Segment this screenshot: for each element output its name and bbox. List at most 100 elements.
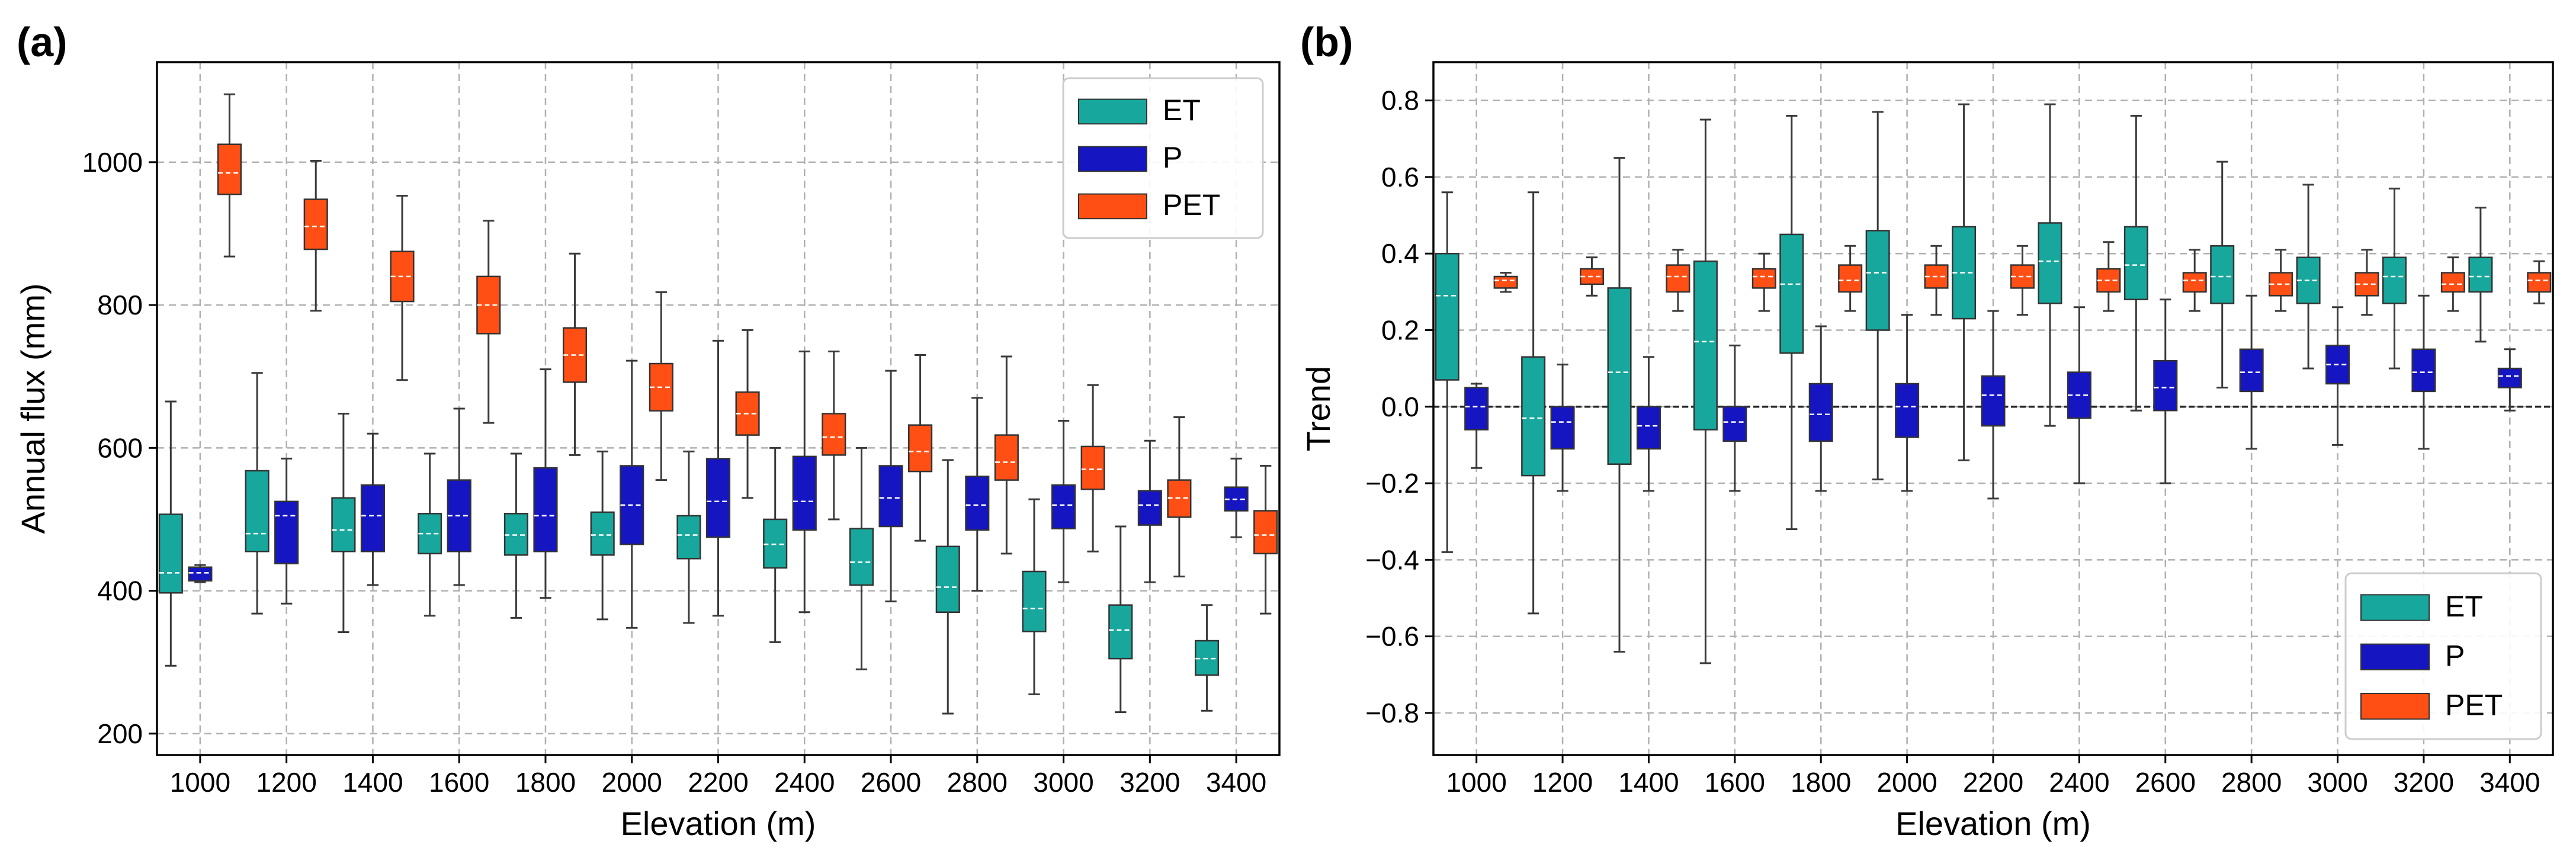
y-tick-label: 400 — [97, 576, 143, 606]
box-pet-3200 — [1167, 416, 1192, 577]
box-iqr — [908, 424, 933, 473]
box-iqr — [1137, 490, 1162, 526]
box-iqr — [1865, 230, 1890, 331]
series-pet — [1493, 241, 2552, 316]
x-tick-label: 1400 — [1618, 767, 1679, 798]
legend: ET P PET — [1062, 77, 1264, 239]
y-tick-label: 0.8 — [1381, 85, 1419, 116]
box-et-2400 — [763, 447, 788, 643]
box-pet-3400 — [1253, 464, 1278, 615]
legend-swatch-et — [2360, 594, 2430, 621]
box-et-3400 — [2468, 207, 2493, 343]
box-p-2600 — [878, 370, 903, 603]
x-tick-label: 3000 — [2307, 767, 2368, 798]
x-tick-label: 3400 — [1206, 767, 1266, 798]
x-tick-label: 3400 — [2479, 767, 2540, 798]
box-p-1800 — [1808, 325, 1833, 492]
box-iqr — [965, 476, 990, 531]
box-iqr — [676, 515, 701, 560]
box-iqr — [994, 434, 1019, 481]
box-iqr — [878, 465, 903, 528]
box-iqr — [2411, 348, 2436, 393]
box-p-1800 — [533, 368, 558, 599]
box-iqr — [2468, 256, 2493, 293]
box-iqr — [2123, 226, 2148, 301]
legend-swatch-p — [2360, 643, 2430, 670]
y-tick-label: −0.8 — [1365, 698, 1419, 728]
box-pet-2000 — [649, 291, 673, 481]
box-p-2200 — [1981, 310, 2006, 500]
box-iqr — [1521, 356, 1546, 477]
box-p-2800 — [965, 397, 990, 592]
box-et-1200 — [245, 372, 270, 615]
box-et-1600 — [1693, 118, 1718, 664]
box-iqr — [2440, 272, 2465, 293]
legend-label-et: ET — [2445, 590, 2483, 623]
box-p-2400 — [2067, 306, 2091, 484]
box-iqr — [1550, 406, 1575, 450]
legend-label-p: P — [2445, 639, 2465, 672]
box-et-2200 — [1952, 103, 1977, 461]
box-p-2200 — [705, 339, 731, 617]
y-axis-title: Trend — [1300, 366, 1337, 451]
box-iqr — [2527, 272, 2552, 293]
box-et-1000 — [1435, 191, 1459, 553]
box-p-3200 — [2411, 294, 2436, 450]
y-tick-label: 0.2 — [1381, 314, 1419, 345]
x-tick-label: 2800 — [947, 767, 1008, 798]
box-iqr — [1981, 375, 2006, 427]
box-pet-2400 — [2096, 241, 2121, 312]
box-pet-3000 — [1080, 384, 1105, 553]
box-p-1000 — [188, 564, 213, 583]
box-p-3200 — [1137, 439, 1162, 583]
x-tick-label: 1800 — [1791, 767, 1851, 798]
box-et-3400 — [1194, 604, 1220, 712]
box-iqr — [1895, 383, 1920, 438]
series-et — [158, 372, 1220, 715]
box-et-2400 — [2038, 103, 2062, 427]
series-p — [1464, 294, 2522, 500]
box-pet-1200 — [1579, 256, 1605, 297]
box-iqr — [158, 513, 183, 594]
x-tick-label: 1600 — [1705, 767, 1765, 798]
x-tick-label: 2400 — [2049, 767, 2109, 798]
box-iqr — [1838, 264, 1863, 293]
y-tick-label: 0.6 — [1381, 162, 1419, 192]
box-pet-1000 — [1493, 272, 1518, 293]
x-tick-label: 3200 — [1119, 767, 1180, 798]
legend-swatch-pet — [2360, 693, 2430, 720]
box-iqr — [849, 528, 874, 586]
box-iqr — [2382, 256, 2407, 304]
box-pet-2400 — [822, 351, 846, 521]
box-iqr — [1636, 406, 1661, 450]
box-pet-2800 — [994, 355, 1019, 555]
box-iqr — [705, 458, 731, 538]
x-tick-label: 1000 — [170, 767, 230, 798]
legend-swatch-pet — [1078, 193, 1147, 220]
y-tick-label: 0.0 — [1381, 391, 1419, 422]
box-p-1200 — [274, 457, 299, 605]
box-pet-2000 — [1924, 245, 1949, 316]
y-tick-label: −0.4 — [1365, 544, 1419, 575]
x-tick-label: 2400 — [774, 767, 835, 798]
x-tick-label: 2000 — [1876, 767, 1937, 798]
legend-label-et: ET — [1163, 94, 1201, 127]
box-iqr — [533, 467, 558, 553]
box-iqr — [2210, 245, 2235, 304]
box-iqr — [1080, 445, 1105, 490]
box-et-2000 — [1865, 111, 1890, 481]
box-p-2400 — [792, 351, 817, 614]
box-pet-1400 — [390, 195, 415, 381]
box-iqr — [1808, 383, 1833, 442]
box-iqr — [1722, 406, 1747, 442]
box-p-1600 — [1722, 344, 1747, 492]
box-iqr — [2153, 359, 2178, 412]
y-tick-label: −0.6 — [1365, 621, 1419, 652]
box-p-2800 — [2239, 294, 2264, 450]
box-et-1400 — [331, 412, 356, 634]
series-et — [1435, 103, 2493, 664]
box-iqr — [1666, 264, 1690, 293]
box-iqr — [360, 484, 385, 553]
x-tick-label: 2200 — [688, 767, 748, 798]
